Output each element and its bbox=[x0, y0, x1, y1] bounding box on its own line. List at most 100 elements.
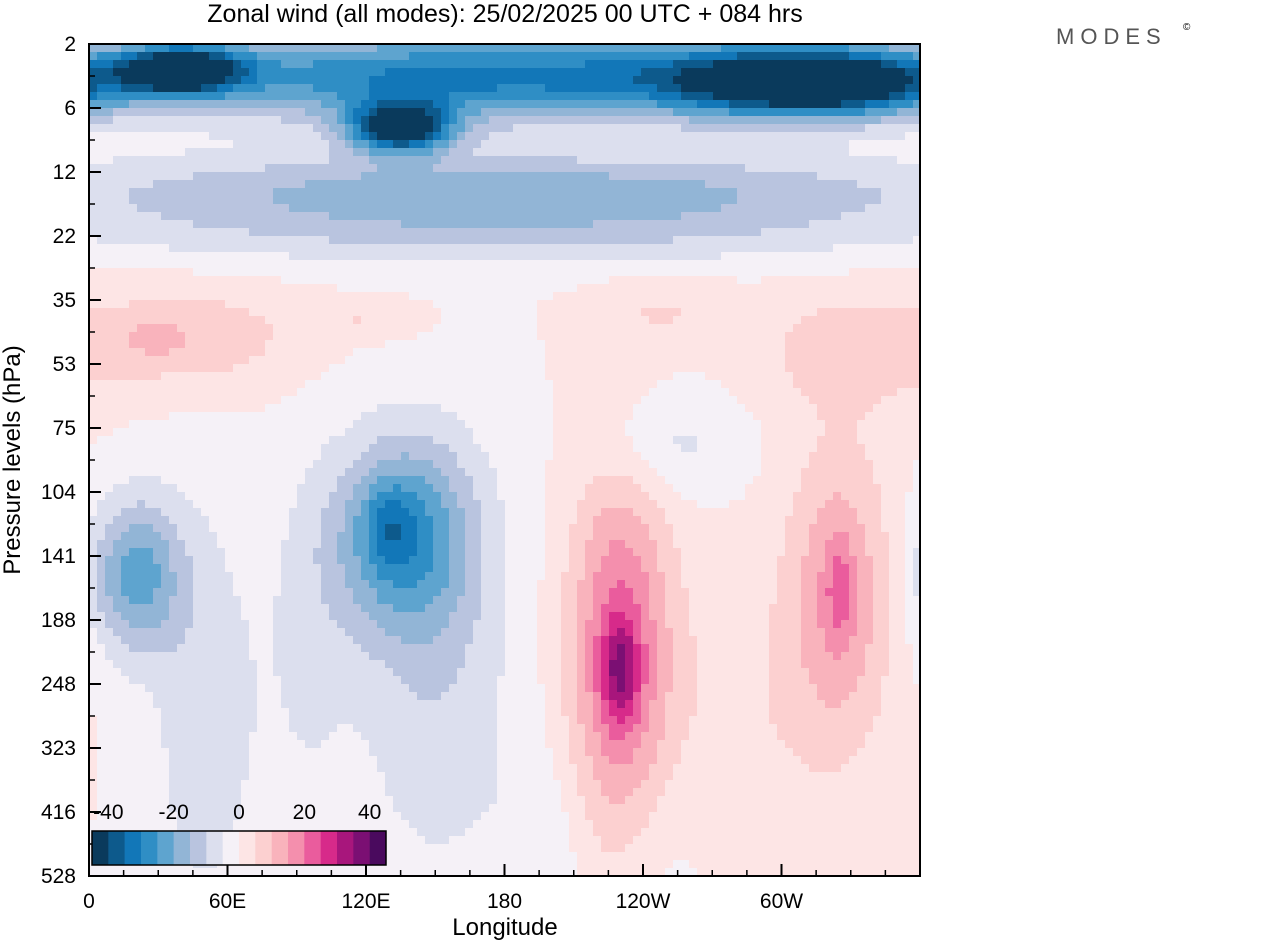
heat-cell bbox=[201, 228, 210, 237]
heat-cell bbox=[705, 156, 714, 165]
heat-cell bbox=[857, 292, 866, 301]
heat-cell bbox=[601, 212, 610, 221]
heat-cell bbox=[361, 220, 370, 229]
heat-cell bbox=[105, 92, 114, 101]
heat-cell bbox=[657, 76, 666, 85]
heat-cell bbox=[529, 276, 538, 285]
heat-cell bbox=[457, 92, 466, 101]
heat-cell bbox=[177, 420, 186, 429]
heat-cell bbox=[457, 180, 466, 189]
heat-cell bbox=[289, 372, 298, 381]
heat-cell bbox=[289, 204, 298, 213]
heat-cell bbox=[689, 340, 698, 349]
heat-cell bbox=[705, 116, 714, 125]
heat-cell bbox=[705, 284, 714, 293]
heat-cell bbox=[337, 316, 346, 325]
heat-cell bbox=[753, 148, 762, 157]
heat-cell bbox=[137, 124, 146, 133]
heat-cell bbox=[881, 404, 890, 413]
heat-cell bbox=[369, 44, 378, 53]
heat-cell bbox=[729, 148, 738, 157]
heat-cell bbox=[361, 100, 370, 109]
heat-cell bbox=[313, 108, 322, 117]
heat-cell bbox=[625, 404, 634, 413]
heat-cell bbox=[241, 260, 250, 269]
heat-cell bbox=[377, 212, 386, 221]
heat-cell bbox=[473, 68, 482, 77]
heat-cell bbox=[481, 276, 490, 285]
heat-cell bbox=[833, 388, 842, 397]
heat-cell bbox=[417, 44, 426, 53]
heat-cell bbox=[153, 252, 162, 261]
heat-cell bbox=[857, 316, 866, 325]
heat-cell bbox=[513, 380, 522, 389]
heat-cell bbox=[201, 252, 210, 261]
heat-cell bbox=[881, 212, 890, 221]
heat-cell bbox=[873, 204, 882, 213]
heat-cell bbox=[257, 356, 266, 365]
heat-cell bbox=[521, 244, 530, 253]
heat-cell bbox=[745, 220, 754, 229]
heat-cell bbox=[601, 404, 610, 413]
heat-cell bbox=[193, 60, 202, 69]
heat-cell bbox=[137, 132, 146, 141]
heat-cell bbox=[569, 276, 578, 285]
heat-cell bbox=[593, 84, 602, 93]
heat-cell bbox=[89, 172, 98, 181]
heat-cell bbox=[465, 364, 474, 373]
heat-cell bbox=[849, 324, 858, 333]
heat-cell bbox=[129, 156, 138, 165]
heat-cell bbox=[425, 148, 434, 157]
heat-cell bbox=[177, 212, 186, 221]
heat-cell bbox=[865, 292, 874, 301]
heat-cell bbox=[257, 332, 266, 341]
heat-cell bbox=[201, 420, 210, 429]
heat-cell bbox=[265, 132, 274, 141]
heat-cell bbox=[745, 284, 754, 293]
heat-cell bbox=[593, 100, 602, 109]
heat-cell bbox=[321, 52, 330, 61]
heat-cell bbox=[713, 212, 722, 221]
heat-cell bbox=[545, 212, 554, 221]
heat-cell bbox=[761, 340, 770, 349]
heat-cell bbox=[441, 276, 450, 285]
heat-cell bbox=[673, 364, 682, 373]
heat-cell bbox=[857, 76, 866, 85]
heat-cell bbox=[665, 188, 674, 197]
heat-cell bbox=[473, 244, 482, 253]
heat-cell bbox=[673, 180, 682, 189]
heat-cell bbox=[713, 68, 722, 77]
heat-cell bbox=[585, 420, 594, 429]
heat-cell bbox=[449, 60, 458, 69]
heat-cell bbox=[465, 348, 474, 357]
heat-cell bbox=[473, 284, 482, 293]
heat-cell bbox=[673, 244, 682, 253]
heat-cell bbox=[185, 84, 194, 93]
heat-cell bbox=[905, 204, 914, 213]
heat-cell bbox=[153, 348, 162, 357]
heat-cell bbox=[673, 92, 682, 101]
heat-cell bbox=[273, 316, 282, 325]
heat-cell bbox=[545, 324, 554, 333]
heat-cell bbox=[385, 60, 394, 69]
heat-cell bbox=[809, 300, 818, 309]
heat-cell bbox=[873, 364, 882, 373]
heat-cell bbox=[481, 252, 490, 261]
heat-cell bbox=[913, 228, 920, 237]
heat-cell bbox=[353, 332, 362, 341]
heat-cell bbox=[681, 396, 690, 405]
heat-cell bbox=[553, 196, 562, 205]
heat-cell bbox=[793, 356, 802, 365]
heat-cell bbox=[217, 60, 226, 69]
heat-cell bbox=[193, 260, 202, 269]
heat-cell bbox=[473, 100, 482, 109]
heat-cell bbox=[529, 220, 538, 229]
heat-cell bbox=[193, 308, 202, 317]
heat-cell bbox=[777, 316, 786, 325]
heat-cell bbox=[345, 172, 354, 181]
heat-cell bbox=[697, 220, 706, 229]
heat-cell bbox=[641, 268, 650, 277]
heat-cell bbox=[481, 404, 490, 413]
heat-cell bbox=[585, 92, 594, 101]
heat-cell bbox=[193, 356, 202, 365]
